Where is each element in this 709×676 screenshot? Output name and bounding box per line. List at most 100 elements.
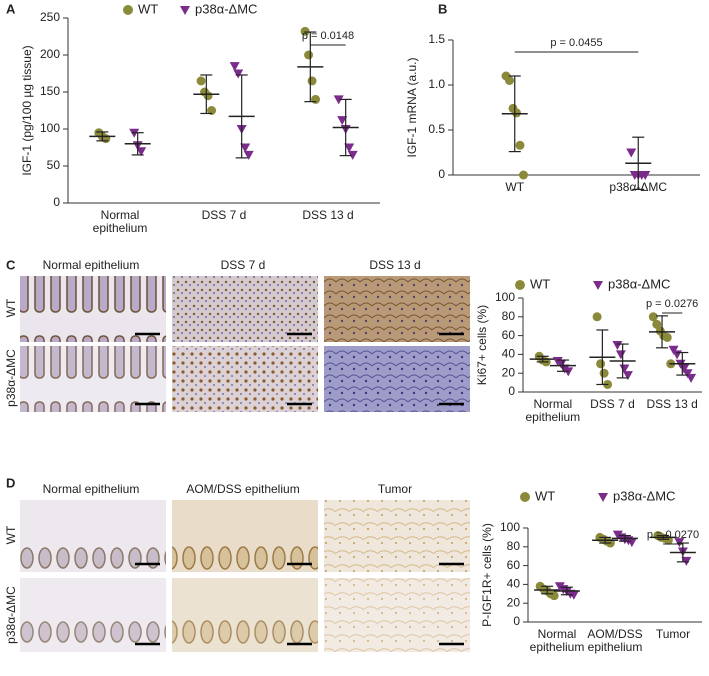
x-tick-label: DSS 7 d — [590, 397, 635, 411]
data-point — [240, 143, 251, 153]
row-label: p38α-ΔMC — [4, 349, 18, 407]
y-tick-label: 100 — [40, 121, 60, 135]
data-point — [622, 371, 633, 381]
y-tick-label: 200 — [40, 47, 60, 61]
row-label: WT — [4, 298, 18, 317]
data-point — [233, 69, 244, 79]
data-point — [626, 148, 637, 158]
micrograph — [20, 500, 166, 572]
y-tick-label: 0 — [53, 195, 60, 209]
x-tick-label: WT — [505, 180, 525, 194]
data-point — [652, 319, 662, 329]
data-point — [347, 150, 358, 160]
data-point — [640, 171, 651, 180]
legend-label: p38α-ΔMC — [608, 276, 670, 291]
y-axis-label: P-IGF1R+ cells (%) — [480, 523, 494, 627]
column-title: Normal epithelium — [43, 482, 140, 496]
data-point — [556, 359, 567, 369]
data-point — [682, 369, 693, 379]
panel-label: C — [6, 257, 16, 272]
scale-bars — [135, 332, 464, 646]
panel-label: A — [6, 1, 16, 16]
micrograph — [324, 500, 470, 572]
x-tick-label: Normal epithelium — [92, 208, 148, 235]
micrograph — [20, 578, 166, 652]
micrograph — [20, 346, 166, 412]
y-axis-label: IGF-1 mRNA (a.u.) — [405, 57, 419, 157]
legend-marker — [520, 492, 530, 502]
column-title: Tumor — [378, 482, 412, 496]
y-tick-label: 100 — [495, 290, 515, 304]
legend-label: WT — [138, 1, 158, 16]
y-tick-label: 250 — [40, 10, 60, 24]
row-label: WT — [4, 525, 18, 544]
data-point — [672, 350, 683, 360]
data-point — [599, 368, 609, 378]
micrograph — [324, 346, 470, 412]
legend-label: p38α-ΔMC — [613, 488, 675, 503]
data-point — [686, 373, 697, 383]
p-value: p = 0.0276 — [646, 298, 698, 310]
y-tick-label: 80 — [502, 309, 516, 323]
y-tick-label: 0 — [513, 614, 520, 628]
data-point — [619, 364, 630, 374]
p-value: p = 0.0148 — [302, 30, 354, 42]
legend-marker — [598, 493, 608, 502]
data-point — [300, 26, 310, 36]
x-tick-label: AOM/DSS epithelium — [587, 627, 643, 654]
data-point — [203, 91, 213, 101]
y-tick-label: 80 — [507, 539, 521, 553]
legend-marker — [123, 5, 133, 15]
legend-label: WT — [530, 276, 550, 291]
y-tick-label: 100 — [500, 520, 520, 534]
column-title: AOM/DSS epithelium — [186, 482, 299, 496]
micrograph — [324, 276, 470, 342]
data-point — [311, 94, 321, 104]
y-tick-label: 150 — [40, 84, 60, 98]
legend-marker — [593, 281, 603, 290]
data-point — [196, 76, 206, 86]
y-axis-label: IGF-1 (pg/100 µg tissue) — [20, 45, 34, 175]
panel-label: B — [438, 1, 447, 16]
legend-label: p38α-ΔMC — [195, 1, 257, 16]
data-point — [136, 147, 147, 157]
micrograph — [172, 346, 318, 412]
y-tick-label: 0 — [438, 167, 445, 181]
column-title: DSS 13 d — [369, 258, 420, 272]
data-point — [307, 76, 317, 86]
y-tick-label: 50 — [47, 158, 61, 172]
data-point — [515, 140, 525, 150]
y-tick-label: 40 — [502, 347, 516, 361]
y-tick-label: 0.5 — [428, 122, 445, 136]
data-point — [519, 170, 528, 180]
x-tick-label: DSS 7 d — [201, 208, 247, 222]
data-point — [592, 312, 602, 322]
x-tick-label: p38α-ΔMC — [609, 180, 668, 194]
data-point — [304, 50, 314, 60]
y-tick-label: 1.0 — [428, 77, 445, 91]
y-tick-label: 0 — [508, 384, 515, 398]
data-point — [333, 95, 344, 105]
legend-label: WT — [535, 488, 555, 503]
legend-marker — [515, 280, 525, 290]
panel-label: D — [6, 475, 15, 490]
data-point — [615, 350, 626, 360]
x-tick-label: Normal epithelium — [525, 397, 581, 424]
data-point — [243, 150, 254, 160]
y-tick-label: 40 — [507, 577, 521, 591]
micrograph — [172, 500, 318, 572]
micrograph — [20, 276, 166, 342]
micrograph — [172, 578, 318, 652]
data-point — [549, 591, 559, 601]
data-point — [626, 538, 637, 548]
data-point — [662, 332, 672, 342]
data-point — [679, 364, 690, 374]
y-tick-label: 1.5 — [428, 32, 445, 46]
y-tick-label: 20 — [507, 595, 521, 609]
data-point — [668, 345, 679, 355]
y-axis-label: Ki67+ cells (%) — [475, 305, 489, 385]
data-point — [568, 590, 579, 600]
x-tick-label: Tumor — [655, 627, 691, 641]
